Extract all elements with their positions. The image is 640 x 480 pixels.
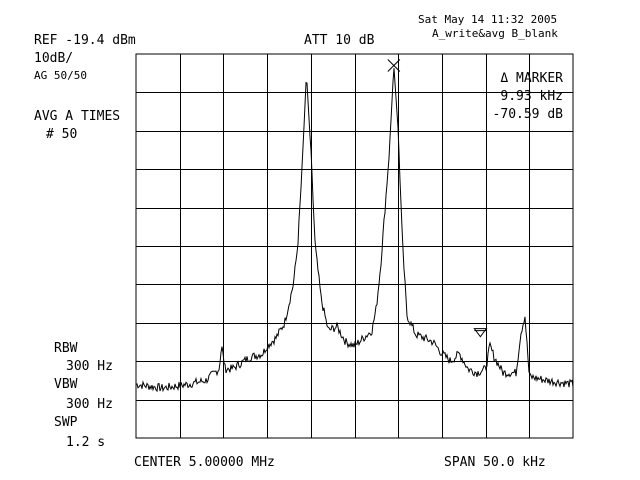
timestamp: Sat May 14 11:32 2005	[418, 13, 558, 26]
rbw-label: RBW	[54, 341, 78, 356]
average-count: # 50	[46, 127, 78, 142]
attenuation: ATT 10 dB	[304, 33, 375, 48]
marker-layer	[387, 59, 488, 338]
average-label: AVG A TIMES	[34, 109, 121, 124]
reference-marker-stroke	[387, 59, 401, 72]
delta-marker-triangle	[473, 328, 488, 338]
average-gain: AG 50/50	[34, 69, 87, 82]
scale-per-division: 10dB/	[34, 51, 74, 66]
delta-marker-title: Δ MARKER	[500, 71, 563, 86]
sweep-value: 1.2 s	[66, 435, 106, 450]
vbw-label: VBW	[54, 377, 78, 392]
center-frequency: CENTER 5.00000 MHz	[134, 455, 275, 470]
spectrum-trace	[135, 68, 574, 393]
delta-marker-frequency: 9.93 kHz	[500, 89, 563, 104]
sweep-label: SWP	[54, 415, 78, 430]
trace-mode: A_write&avg B_blank	[432, 27, 558, 40]
frequency-span: SPAN 50.0 kHz	[444, 455, 546, 470]
reference-level: REF -19.4 dBm	[34, 33, 136, 48]
graticule	[135, 53, 574, 439]
rbw-value: 300 Hz	[66, 359, 113, 374]
delta-marker-level: -70.59 dB	[492, 107, 563, 122]
vbw-value: 300 Hz	[66, 397, 113, 412]
